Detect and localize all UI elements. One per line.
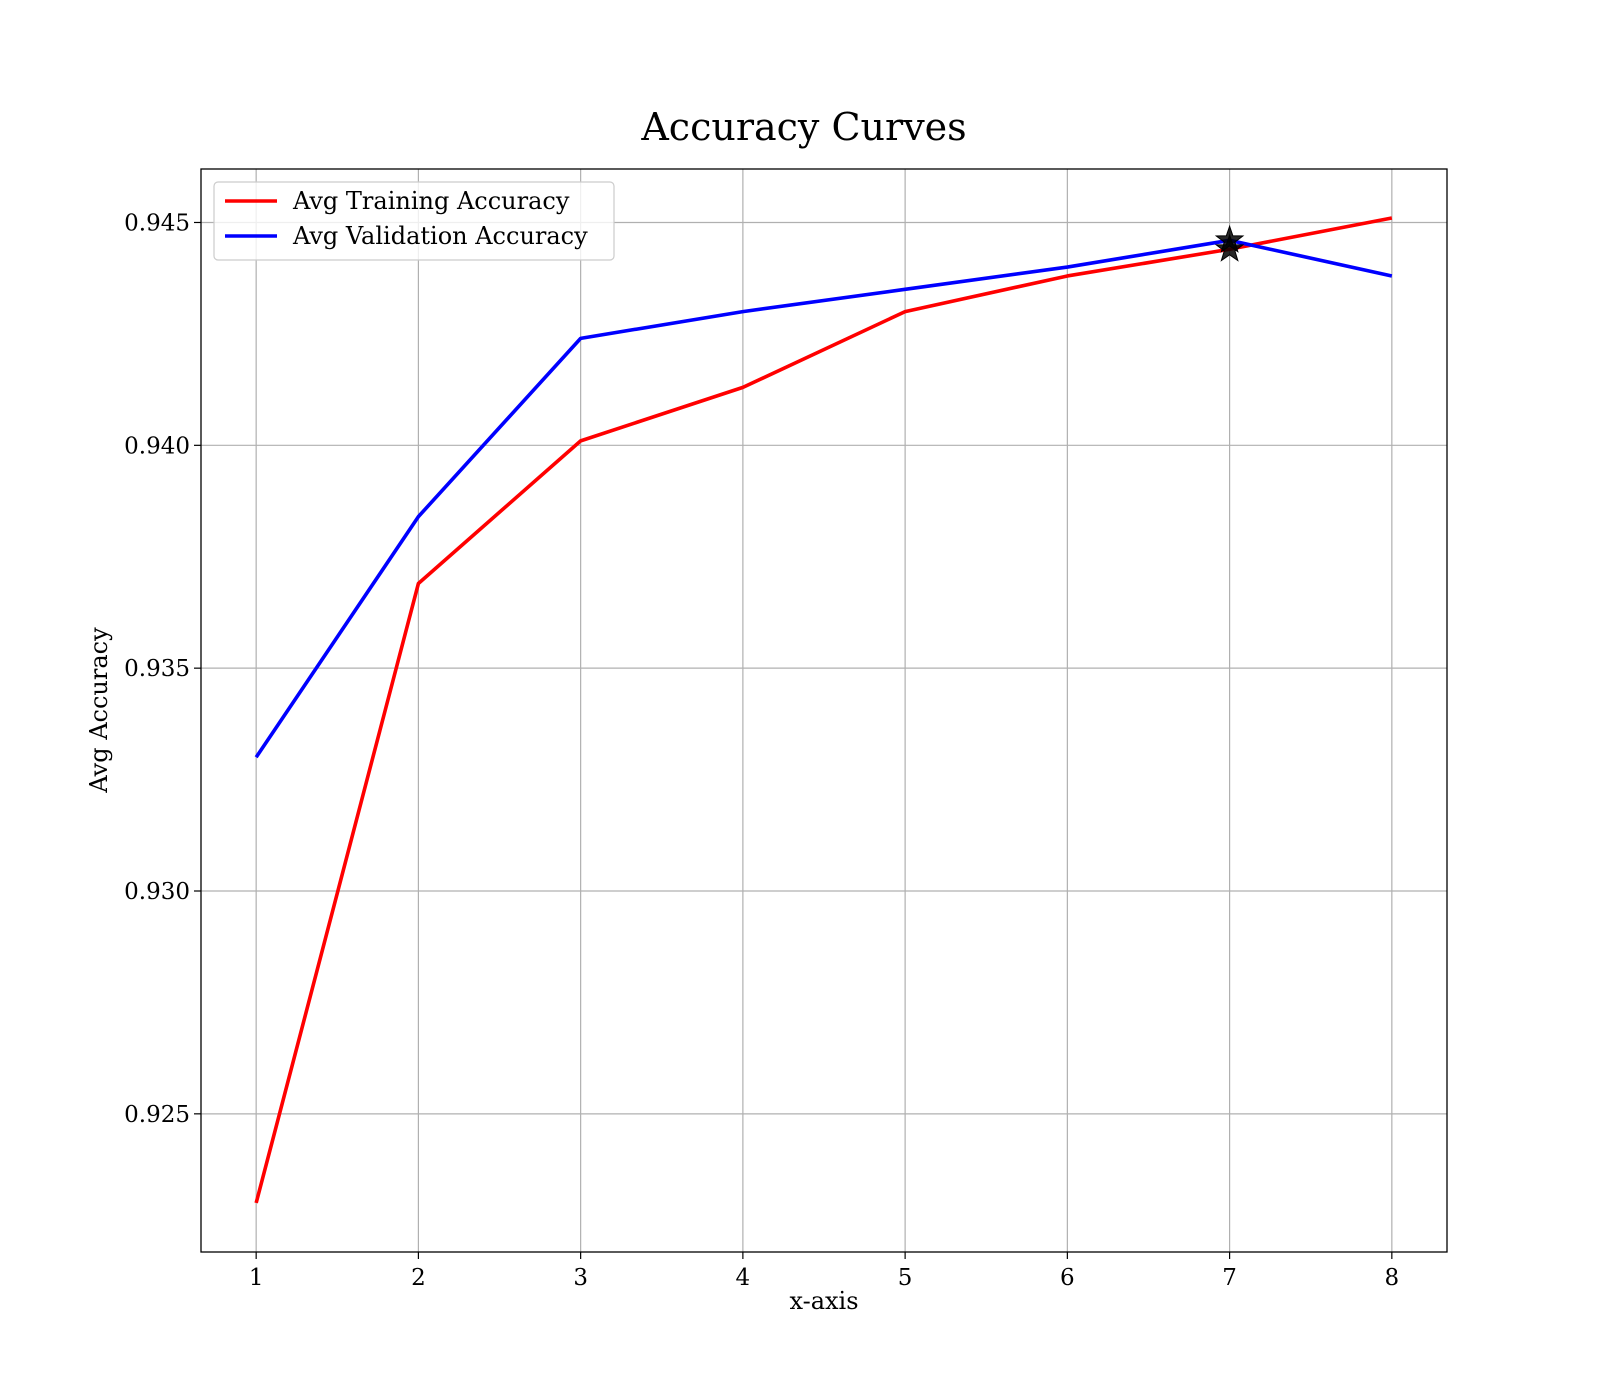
x-tick-label: 8	[1385, 1265, 1400, 1291]
y-tick-label: 0.945	[124, 210, 190, 236]
x-tick-label: 1	[249, 1265, 264, 1291]
y-tick-label: 0.925	[124, 1102, 190, 1128]
y-tick-label: 0.930	[124, 879, 190, 905]
y-tick-label: 0.940	[124, 433, 190, 459]
x-tick-label: 2	[411, 1265, 426, 1291]
chart-title: Accuracy Curves	[640, 105, 966, 149]
legend-box	[213, 181, 615, 261]
legend: Avg Training Accuracy Avg Validation Accu…	[213, 181, 615, 261]
x-tick-label: 3	[573, 1265, 588, 1291]
y-tick-label: 0.935	[124, 656, 190, 682]
grid-lines	[201, 169, 1447, 1252]
plot-frame	[200, 168, 1448, 1253]
x-axis-ticks: 1 2 3 4 5 6 7 8	[249, 1252, 1399, 1291]
series-line-validation	[254, 238, 1393, 759]
x-axis-label: x-axis	[789, 1287, 858, 1315]
x-tick-label: 7	[1222, 1265, 1237, 1291]
legend-label-training: Avg Training Accuracy	[292, 187, 570, 215]
x-tick-label: 4	[736, 1265, 751, 1291]
legend-label-validation: Avg Validation Accuracy	[292, 222, 588, 250]
y-axis-label: Avg Accuracy	[85, 627, 113, 794]
series-line-training	[254, 216, 1393, 1204]
y-axis-ticks: 0.925 0.930 0.935 0.940 0.945	[124, 210, 201, 1128]
series-layer	[254, 216, 1393, 1204]
x-tick-label: 6	[1060, 1265, 1075, 1291]
x-tick-label: 5	[898, 1265, 913, 1291]
star-marker-2	[1214, 233, 1245, 262]
marker-layer	[1214, 224, 1245, 262]
